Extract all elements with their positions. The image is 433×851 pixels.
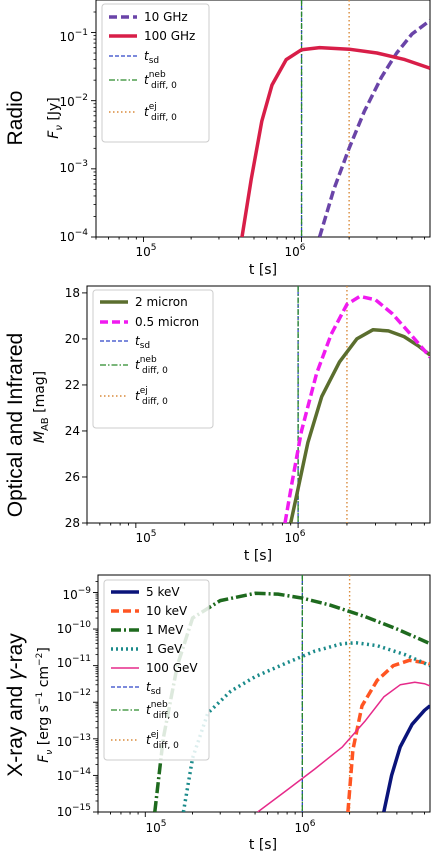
xray-ytick-label: 10−11 (57, 654, 91, 670)
optical-ytick-label: 28 (65, 516, 80, 530)
radio-legend-label-10ghz: 10 GHz (144, 10, 188, 24)
optical-y-axis-label: MAB [mag] (32, 371, 51, 443)
svg-text:MAB [mag]: MAB [mag] (32, 371, 51, 443)
xray-ytick-label: 10−13 (57, 733, 91, 749)
xray-x-axis-label: t [s] (249, 837, 277, 851)
optical-ytick-label: 20 (65, 332, 80, 346)
optical-series (283, 286, 430, 523)
radio-legend-label-tneb: tneb diff, 0 (144, 70, 177, 91)
optical-legend-label-tneb: tneb diff, 0 (135, 355, 168, 376)
xray-ytick-label: 10−15 (57, 803, 91, 819)
xray-legend-label-1mev: 1 MeV (146, 623, 184, 637)
optical-ytick-label: 26 (65, 470, 80, 484)
xray-legend-label-tsd: tsd (146, 680, 161, 697)
xray-legend: 5 keV 10 keV 1 MeV 1 GeV 100 GeV tsd tne… (103, 579, 210, 761)
optical-side-title: Optical and Infrared (4, 333, 27, 517)
radio-legend-box (101, 3, 210, 143)
radio-plot-area (95, 0, 431, 238)
optical-y-tick-labels: 18 20 22 24 26 28 (65, 286, 80, 530)
radio-ytick-label: 10−3 (59, 159, 88, 175)
optical-plot-area (86, 285, 431, 524)
radio-ytick-label: 10−4 (59, 228, 88, 244)
optical-x-axis-label: t [s] (244, 548, 272, 564)
xray-x-tick-labels: 105 106 (145, 819, 315, 835)
radio-x-tick-labels: 105 106 (135, 243, 305, 259)
radio-legend: 10 GHz 100 GHz tsd tneb diff, 0 tej diff, … (101, 3, 210, 143)
optical-ytick-label: 18 (65, 286, 80, 300)
xray-legend-label-tneb: tneb diff, 0 (146, 700, 179, 721)
optical-series-0-5-micron (283, 294, 430, 523)
xray-xtick-label: 105 (145, 819, 166, 835)
xray-ytick-label: 10−10 (57, 620, 92, 636)
radio-y-tick-labels: 10−1 10−2 10−3 10−4 (59, 28, 88, 244)
optical-ytick-label: 24 (65, 424, 80, 438)
svg-text:Fν [Jy]: Fν [Jy] (46, 97, 65, 138)
xray-ytick-label: 10−14 (57, 767, 92, 783)
optical-legend-label-2micron: 2 micron (135, 295, 188, 309)
radio-series-10-ghz (317, 19, 430, 237)
xray-series-100-gev (257, 681, 430, 812)
xray-y-tick-labels: 10−9 10−10 10−11 10−12 10−13 10−14 10−15 (57, 586, 92, 819)
xray-xtick-label: 106 (294, 819, 315, 835)
xray-tick-marks (93, 581, 425, 817)
optical-x-tick-labels: 105 106 (135, 529, 305, 545)
xray-legend-label-1gev: 1 GeV (146, 642, 183, 656)
optical-legend-label-tsd: tsd (135, 334, 150, 351)
xray-legend-label-100gev: 100 GeV (146, 661, 198, 675)
radio-xtick-label: 106 (284, 243, 305, 259)
optical-legend-label-05micron: 0.5 micron (135, 315, 199, 329)
xray-ytick-label: 10−12 (57, 688, 91, 704)
xray-plot-area (97, 574, 431, 813)
radio-panel: Radio Fν [Jy] 10−1 10−2 10−3 10−4 105 10… (4, 0, 431, 278)
xray-legend-label-5kev: 5 keV (146, 585, 180, 599)
radio-legend-label-tsd: tsd (144, 49, 159, 66)
optical-legend-box (92, 289, 214, 429)
radio-xtick-label: 105 (135, 243, 156, 259)
optical-legend-label-tej: tej diff, 0 (135, 386, 168, 407)
optical-tick-marks (82, 292, 425, 528)
optical-legend: 2 micron 0.5 micron tsd tneb diff, 0 tej d… (92, 289, 214, 429)
xray-series-5-kev (382, 704, 430, 812)
xray-ytick-label: 10−9 (62, 586, 91, 602)
optical-xtick-label: 105 (135, 529, 156, 545)
radio-legend-label-tej: tej diff, 0 (144, 102, 177, 123)
optical-series-2-micron (288, 327, 430, 523)
radio-ytick-label: 10−2 (59, 93, 88, 109)
optical-panel: Optical and Infrared MAB [mag] 18 20 22 … (4, 285, 431, 564)
xray-legend-box (103, 579, 210, 761)
svg-text:Fν [erg s−1 cm−2]: Fν [erg s−1 cm−2] (35, 647, 55, 763)
radio-series-100-ghz (240, 45, 430, 237)
radio-x-axis-label: t [s] (249, 262, 277, 278)
radio-tick-marks (91, 11, 425, 242)
xray-panel: X-ray and γ-ray Fν [erg s−1 cm−2] 10−9 1… (4, 574, 431, 851)
xray-side-title: X-ray and γ-ray (4, 633, 27, 777)
radio-legend-label-100ghz: 100 GHz (144, 29, 195, 43)
xray-y-axis-label: Fν [erg s−1 cm−2] (35, 647, 55, 763)
xray-series-10-kev (346, 658, 430, 812)
xray-legend-label-tej: tej diff, 0 (146, 730, 179, 751)
radio-y-axis-label: Fν [Jy] (46, 97, 65, 138)
radio-side-title: Radio (4, 91, 27, 146)
xray-legend-label-10kev: 10 keV (146, 604, 188, 618)
radio-series (240, 0, 430, 237)
optical-xtick-label: 106 (284, 529, 305, 545)
optical-ytick-label: 22 (65, 378, 80, 392)
radio-ytick-label: 10−1 (59, 28, 88, 44)
